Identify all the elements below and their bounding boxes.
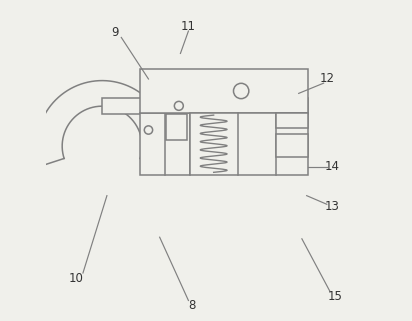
Text: 8: 8: [188, 299, 195, 312]
Circle shape: [174, 101, 183, 110]
Bar: [190, 113, 308, 175]
Text: 12: 12: [320, 73, 335, 85]
Circle shape: [234, 83, 249, 99]
Bar: [276, 113, 308, 128]
Bar: [166, 114, 187, 140]
Text: 15: 15: [328, 290, 343, 303]
Text: 9: 9: [111, 26, 119, 39]
Text: 11: 11: [181, 20, 196, 33]
Circle shape: [144, 126, 152, 134]
Text: 13: 13: [325, 200, 339, 213]
Bar: [140, 113, 190, 175]
Text: 10: 10: [69, 272, 84, 285]
Text: 14: 14: [325, 160, 340, 173]
Bar: [140, 69, 308, 113]
Bar: [102, 98, 308, 114]
Bar: [276, 134, 308, 157]
